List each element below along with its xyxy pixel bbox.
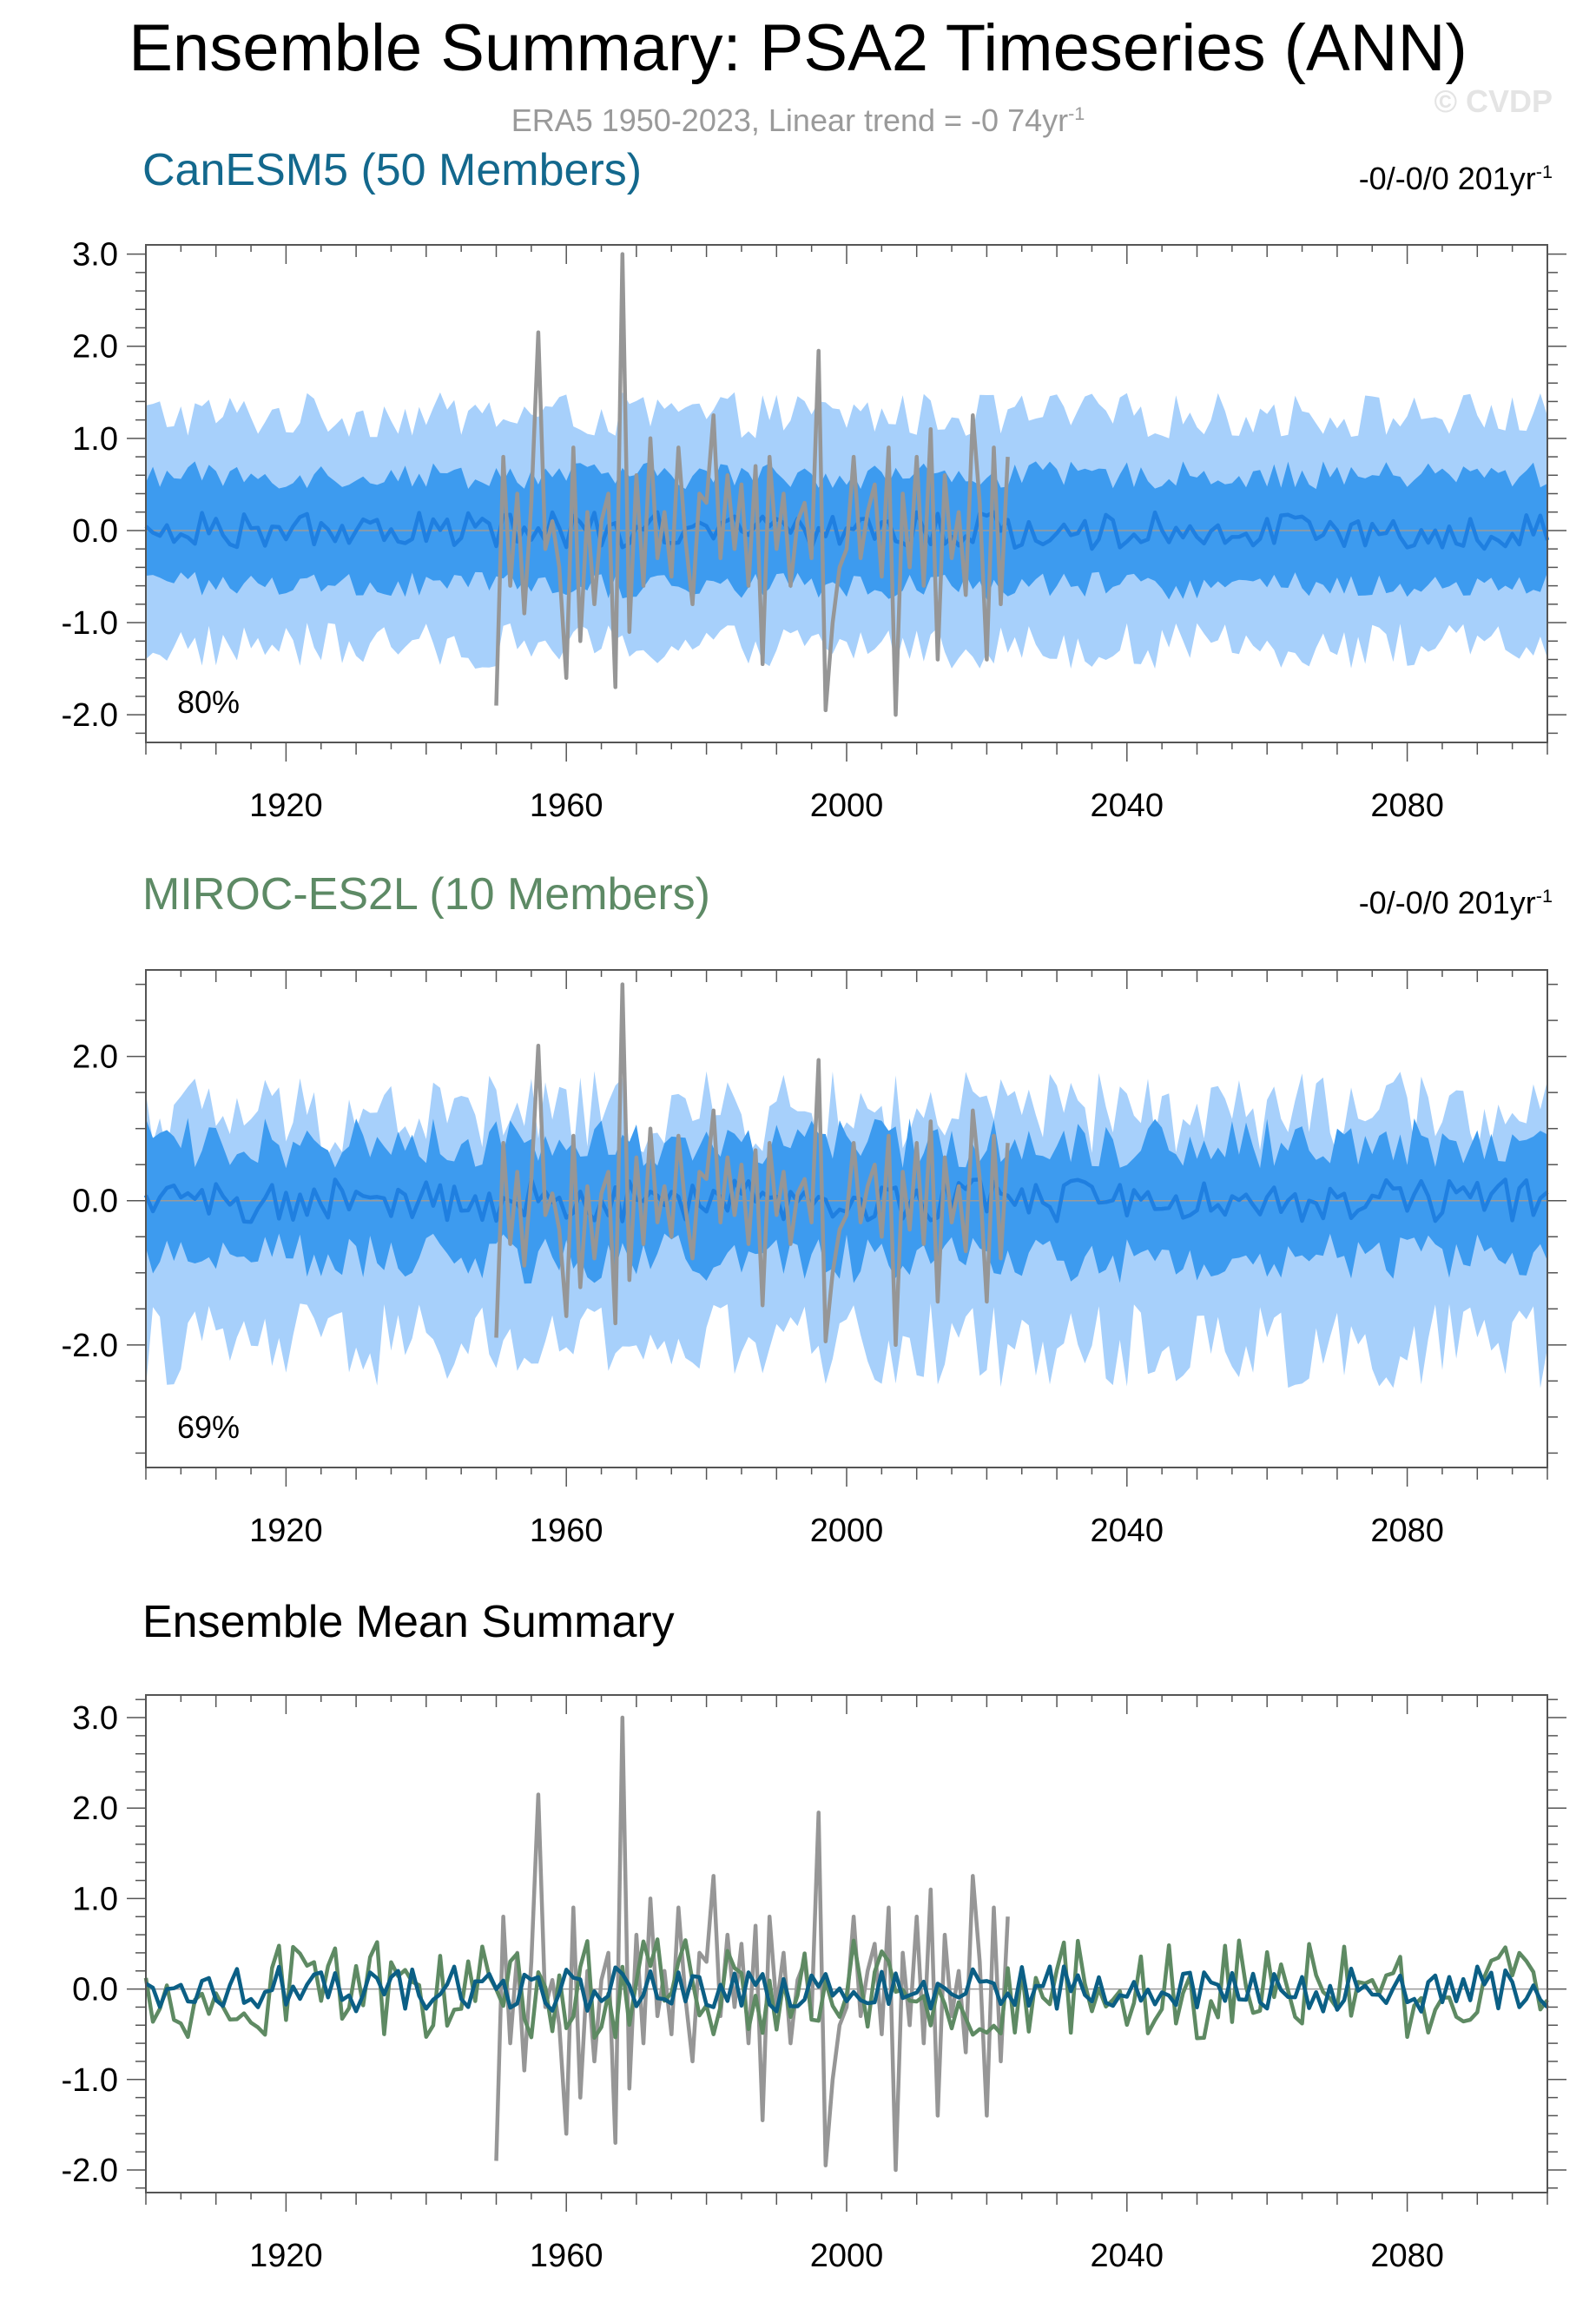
y-tick-label: -1.0 <box>62 605 118 642</box>
x-tick-label: 1920 <box>249 788 323 824</box>
x-tick-label: 2080 <box>1370 2238 1444 2274</box>
miroc-mean-line <box>143 1937 1549 2041</box>
y-tick-label: -2.0 <box>62 697 118 734</box>
x-tick-label: 2080 <box>1370 1513 1444 1549</box>
chart-ensemble-mean: 1920 1960 2000 2040 2080 3.0 2.0 1.0 0.0 -1.0 -2.0 <box>62 1694 1566 2274</box>
trend-canesm5-sup: -1 <box>1535 161 1553 182</box>
percent-label-canesm5: 80% <box>177 684 241 720</box>
x-tick-label: 1960 <box>530 788 603 824</box>
x-tick-label: 2040 <box>1091 1513 1164 1549</box>
y-tick-label: 3.0 <box>72 1700 118 1737</box>
x-tick-label: 2040 <box>1091 788 1164 824</box>
trend-canesm5-text: -0/-0/0 201yr <box>1358 161 1536 196</box>
cvdp-watermark: © CVDP <box>1434 83 1553 119</box>
percent-label-miroc: 69% <box>177 1409 241 1445</box>
x-tick-label: 1960 <box>530 1513 603 1549</box>
y-tick-label: 2.0 <box>72 1791 118 1827</box>
observation-line <box>494 982 1010 1348</box>
x-tick-label: 1960 <box>530 2238 603 2274</box>
trend-canesm5: -0/-0/0 201yr-1 <box>1359 161 1553 197</box>
panel-title-canesm5: CanESM5 (50 Members) <box>142 145 643 195</box>
obs-subtitle: ERA5 1950-2023, Linear trend = -0 74yr-1 <box>0 102 1596 139</box>
trend-miroc-text: -0/-0/0 201yr <box>1358 885 1536 920</box>
x-tick-label: 1920 <box>249 2238 323 2274</box>
chart-canesm5: 1920 1960 2000 2040 2080 3.0 2.0 1.0 0.0 -1.0 -2.0 <box>62 237 1566 824</box>
y-tick-label: 0.0 <box>72 1972 118 2008</box>
obs-subtitle-sup: -1 <box>1068 102 1085 124</box>
trend-miroc-sup: -1 <box>1535 885 1553 907</box>
x-tick-label: 2000 <box>810 2238 884 2274</box>
y-tick-label: 2.0 <box>72 329 118 366</box>
canesm5-mean-line <box>144 1964 1549 2014</box>
y-tick-label: 2.0 <box>72 1039 118 1076</box>
y-tick-label: -1.0 <box>62 2062 118 2099</box>
panel-title-miroc: MIROC-ES2L (10 Members) <box>142 869 710 920</box>
y-tick-label: 1.0 <box>72 421 118 458</box>
chart-miroc: 1920 1960 2000 2040 2080 2.0 0.0 -2.0 <box>62 969 1566 1549</box>
x-tick-label: 2000 <box>810 788 884 824</box>
y-tick-label: 1.0 <box>72 1881 118 1917</box>
y-tick-label: 0.0 <box>72 1184 118 1220</box>
y-tick-label: -2.0 <box>62 1328 118 1364</box>
plot-frame <box>145 1694 1548 2193</box>
x-tick-label: 2000 <box>810 1513 884 1549</box>
y-tick-label: 3.0 <box>72 237 118 274</box>
y-tick-label: 0.0 <box>72 513 118 550</box>
page-title: Ensemble Summary: PSA2 Timeseries (ANN) <box>129 11 1467 85</box>
trend-miroc: -0/-0/0 201yr-1 <box>1359 885 1553 921</box>
x-tick-label: 1920 <box>249 1513 323 1549</box>
observation-line <box>494 252 1010 717</box>
panel-title-ensemble-mean: Ensemble Mean Summary <box>142 1597 675 1647</box>
y-tick-label: -2.0 <box>62 2153 118 2189</box>
obs-subtitle-text: ERA5 1950-2023, Linear trend = -0 74yr <box>511 102 1069 138</box>
observation-line <box>494 1715 1010 2173</box>
x-tick-label: 2080 <box>1370 788 1444 824</box>
x-tick-label: 2040 <box>1091 2238 1164 2274</box>
